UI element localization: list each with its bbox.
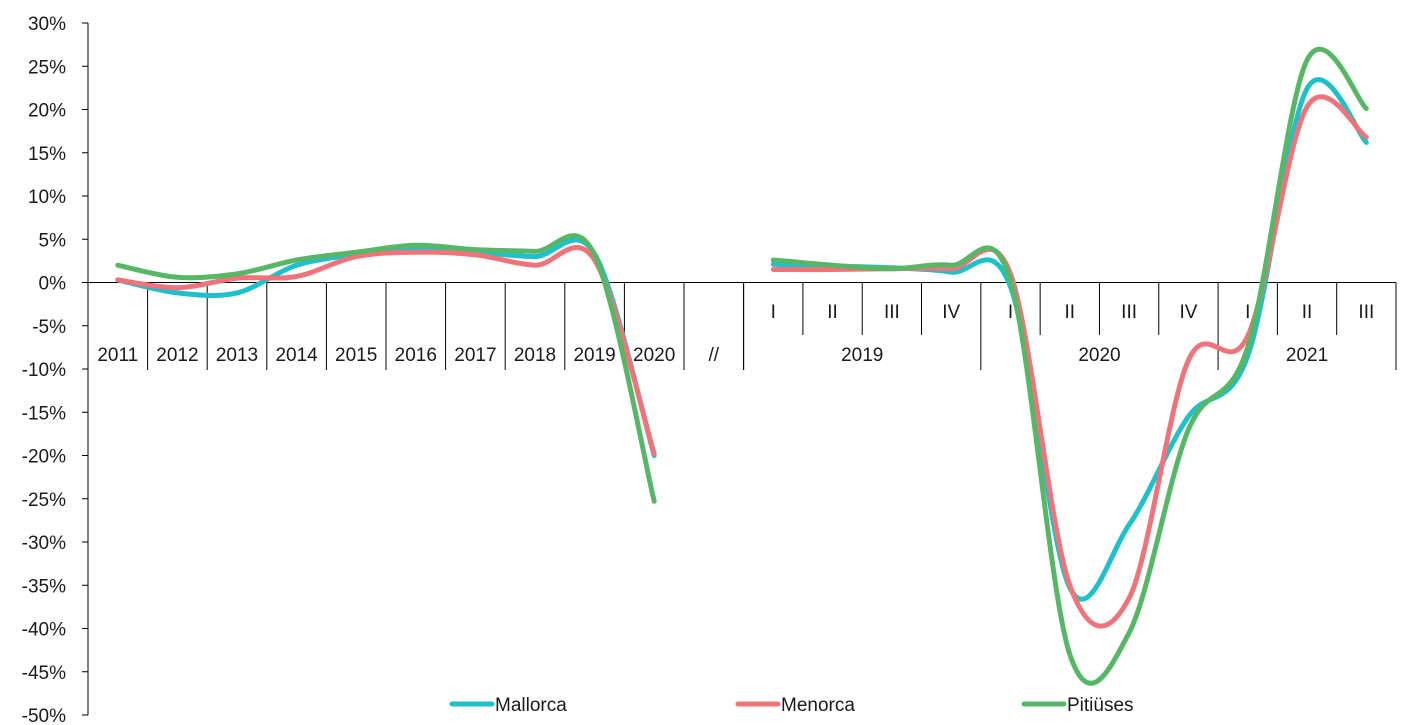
legend-label: Pitiüses	[1067, 695, 1134, 716]
x-year-label: 2021	[1286, 345, 1328, 366]
x-category-label: 2019	[573, 345, 615, 366]
legend-label: Mallorca	[495, 695, 567, 716]
y-tick-label: -25%	[22, 490, 66, 511]
x-category-label: 2017	[454, 345, 496, 366]
x-category-label: 2020	[633, 345, 675, 366]
y-tick-label: -40%	[22, 620, 66, 641]
x-quarter-label: III	[884, 302, 900, 323]
x-category-label: 2011	[97, 345, 138, 366]
x-category-label: 2015	[335, 345, 377, 366]
x-quarter-label: I	[1008, 302, 1013, 323]
y-tick-label: -20%	[22, 447, 66, 468]
x-quarter-label: I	[771, 302, 776, 323]
y-tick-label: -10%	[22, 360, 66, 381]
legend-label: Menorca	[781, 695, 855, 716]
x-year-label: 2020	[1078, 345, 1120, 366]
x-quarter-label: IV	[1179, 302, 1197, 323]
y-tick-label: -30%	[22, 533, 66, 554]
x-quarter-label: IV	[942, 302, 960, 323]
x-quarter-label: II	[1302, 302, 1313, 323]
x-quarter-label: I	[1245, 302, 1250, 323]
x-category-label: 2016	[395, 345, 437, 366]
y-tick-label: 15%	[28, 144, 66, 165]
y-tick-label: -35%	[22, 576, 66, 597]
x-quarter-label: III	[1358, 302, 1374, 323]
y-tick-label: 5%	[39, 230, 67, 251]
quarterly-series-line-mallorca	[770, 77, 1369, 602]
x-category-label: 2014	[275, 345, 318, 366]
y-tick-label: 0%	[39, 274, 67, 295]
x-quarter-label: II	[827, 302, 838, 323]
x-quarter-label: II	[1065, 302, 1076, 323]
y-tick-label: -15%	[22, 403, 66, 424]
y-tick-label: 30%	[28, 14, 66, 35]
annual-series-line-pitises	[115, 233, 657, 504]
y-tick-label: 10%	[28, 187, 66, 208]
axis-break-label: //	[709, 345, 720, 366]
y-tick-label: -45%	[22, 663, 66, 684]
x-quarter-label: III	[1121, 302, 1137, 323]
x-category-label: 2018	[514, 345, 556, 366]
y-tick-label: 20%	[28, 101, 66, 122]
quarterly-series-line-pitises	[770, 46, 1369, 686]
y-tick-label: -5%	[32, 317, 66, 338]
x-category-label: 2013	[216, 345, 258, 366]
x-year-label: 2019	[841, 345, 883, 366]
y-tick-label: -50%	[22, 706, 66, 725]
y-tick-label: 25%	[28, 57, 66, 78]
x-category-label: 2012	[156, 345, 198, 366]
